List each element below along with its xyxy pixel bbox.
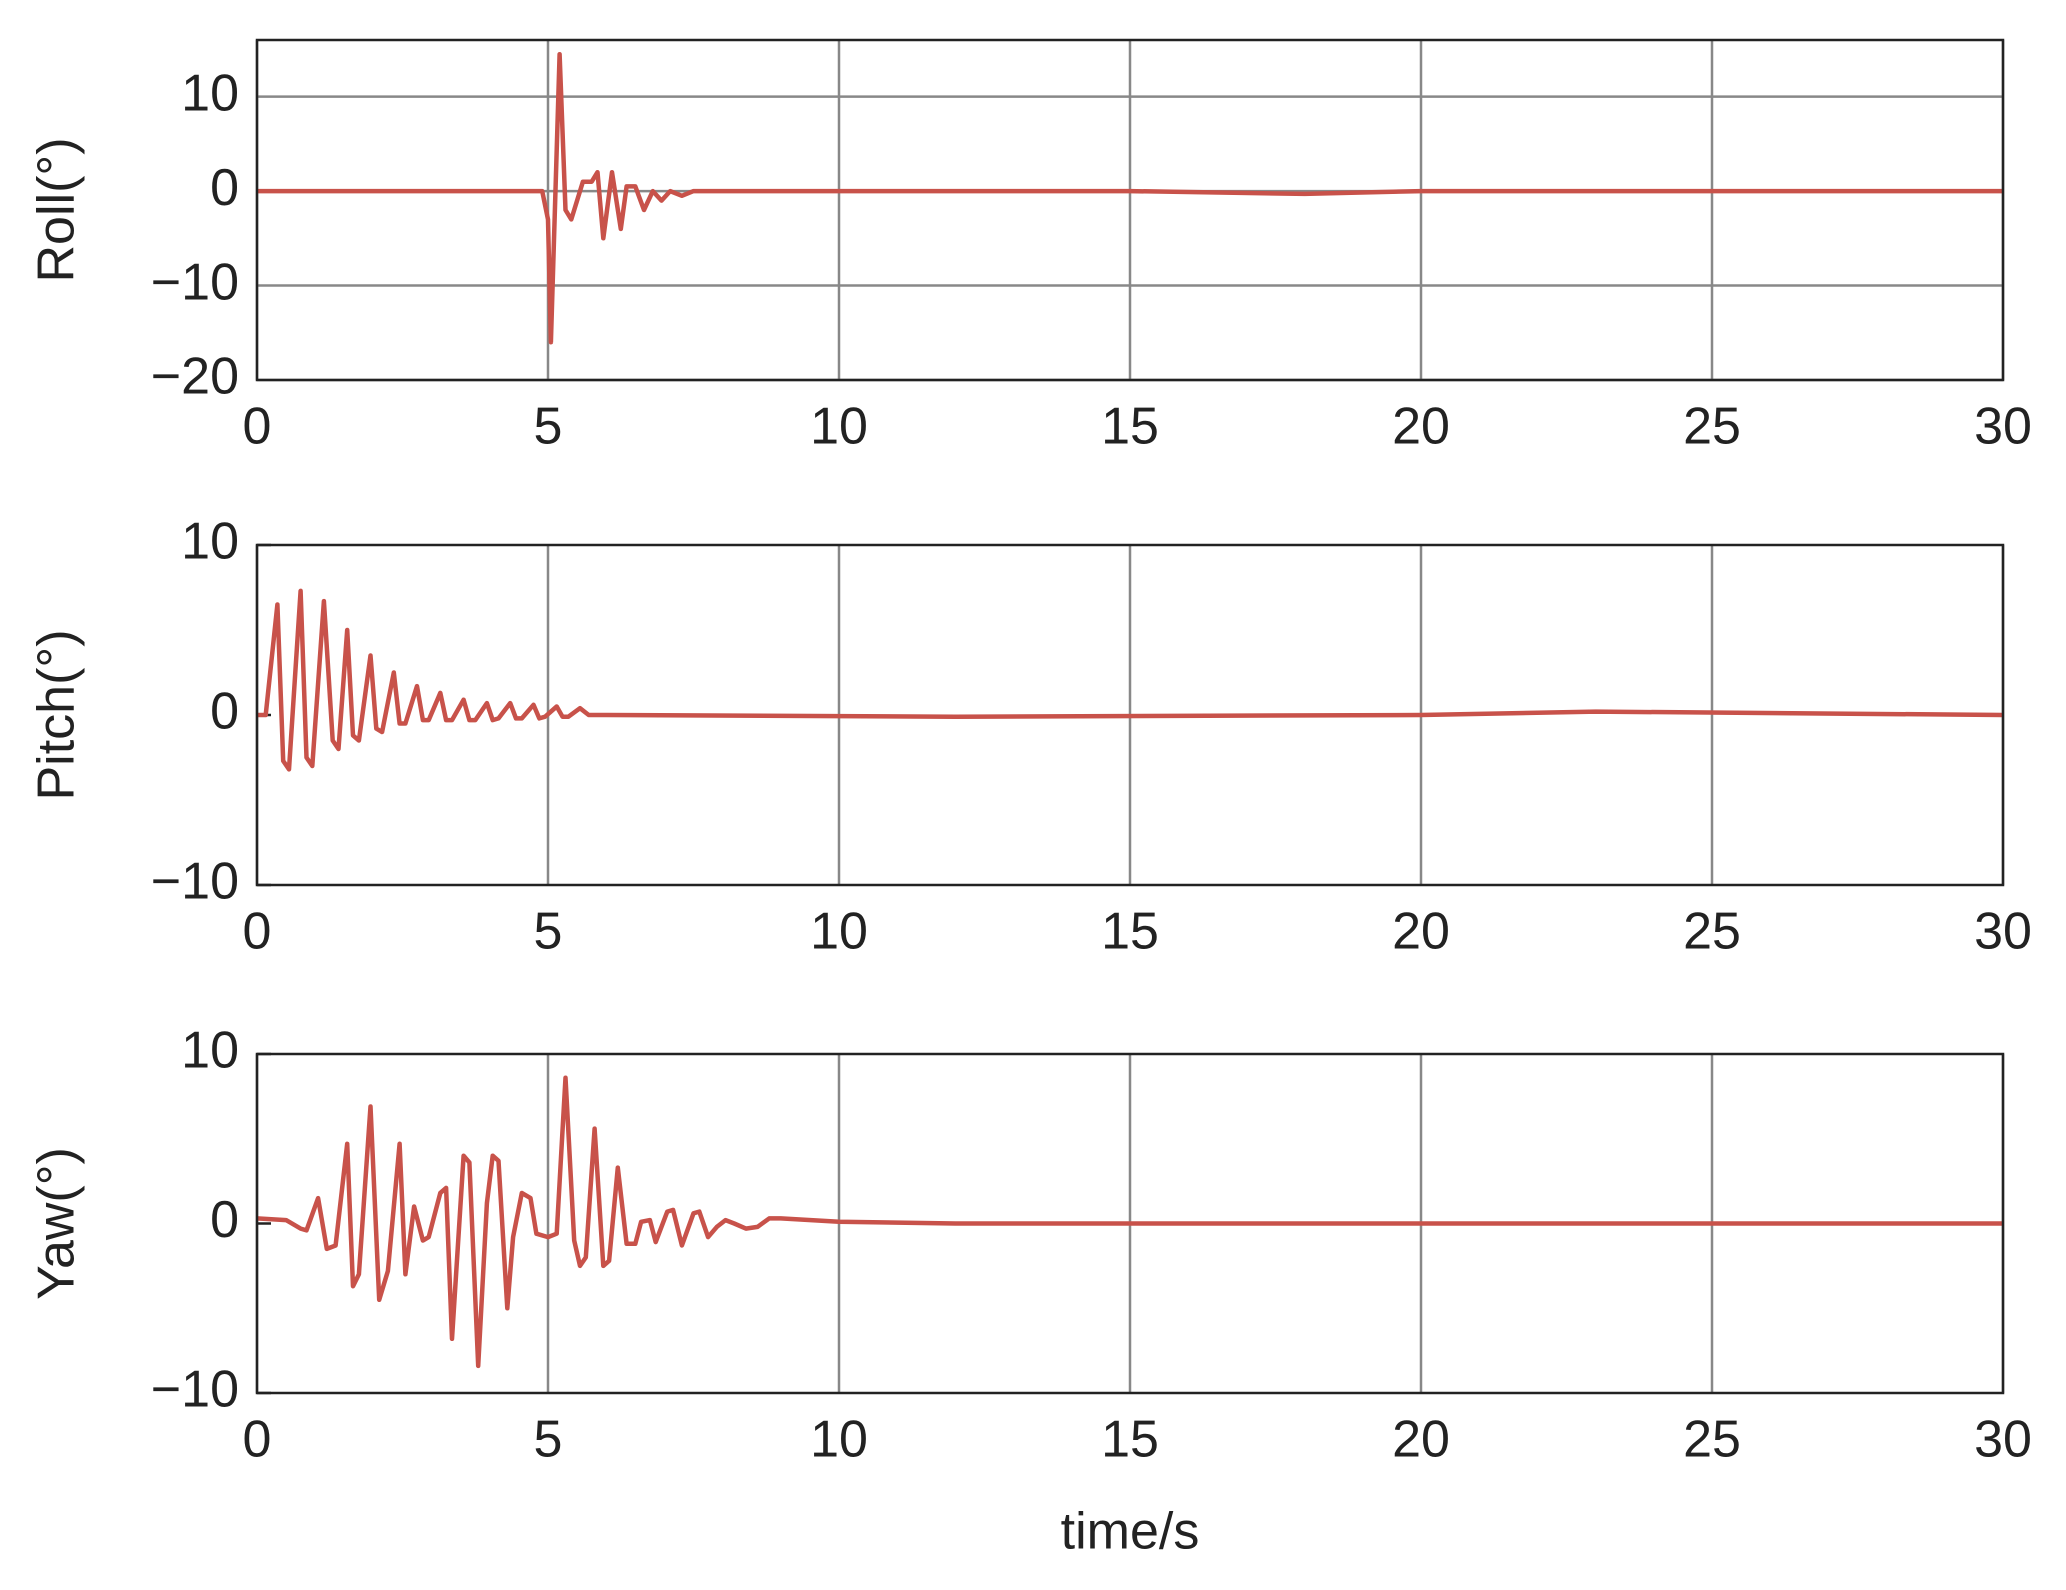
y-tick-label: −10 bbox=[151, 253, 239, 311]
y-tick-label: 0 bbox=[210, 1191, 239, 1249]
x-tick-label: 30 bbox=[1974, 1411, 2032, 1469]
y-tick-label: −10 bbox=[151, 1361, 239, 1419]
x-tick-label: 25 bbox=[1683, 398, 1741, 456]
x-tick-label: 30 bbox=[1974, 903, 2032, 961]
y-tick-label: 10 bbox=[181, 1022, 239, 1080]
plot-frame bbox=[255, 543, 2005, 887]
x-axis-label: time/s bbox=[1061, 1503, 1200, 1561]
y-tick-label: −20 bbox=[151, 348, 239, 406]
x-tick-label: 5 bbox=[534, 1411, 563, 1469]
y-tick-label: −10 bbox=[151, 853, 239, 911]
y-tick-label: 10 bbox=[181, 64, 239, 122]
x-tick-label: 10 bbox=[810, 1411, 868, 1469]
x-tick-label: 15 bbox=[1101, 1411, 1159, 1469]
y-tick-label: 0 bbox=[210, 159, 239, 217]
x-tick-label: 0 bbox=[243, 903, 272, 961]
data-line bbox=[257, 51, 2003, 345]
y-tick-label: 0 bbox=[210, 683, 239, 741]
data-line bbox=[256, 1075, 2003, 1369]
data-line bbox=[257, 588, 2004, 772]
x-tick-label: 0 bbox=[243, 1411, 272, 1469]
plot-frame bbox=[255, 38, 2005, 382]
x-tick-label: 15 bbox=[1101, 903, 1159, 961]
x-tick-label: 25 bbox=[1683, 1411, 1741, 1469]
y-axis-label: Yaw(°) bbox=[28, 1147, 86, 1300]
x-tick-label: 5 bbox=[534, 398, 563, 456]
x-tick-label: 0 bbox=[243, 398, 272, 456]
x-tick-label: 10 bbox=[810, 398, 868, 456]
x-tick-label: 5 bbox=[534, 903, 563, 961]
x-tick-label: 25 bbox=[1683, 903, 1741, 961]
y-axis-label: Pitch(°) bbox=[28, 629, 86, 800]
x-tick-label: 20 bbox=[1392, 903, 1450, 961]
x-tick-label: 30 bbox=[1974, 398, 2032, 456]
x-tick-label: 20 bbox=[1392, 398, 1450, 456]
y-tick-label: 10 bbox=[181, 513, 239, 571]
x-tick-label: 10 bbox=[810, 903, 868, 961]
y-axis-label: Roll(°) bbox=[28, 137, 86, 282]
plot-frame bbox=[255, 1052, 2005, 1395]
x-tick-label: 15 bbox=[1101, 398, 1159, 456]
x-tick-label: 20 bbox=[1392, 1411, 1450, 1469]
